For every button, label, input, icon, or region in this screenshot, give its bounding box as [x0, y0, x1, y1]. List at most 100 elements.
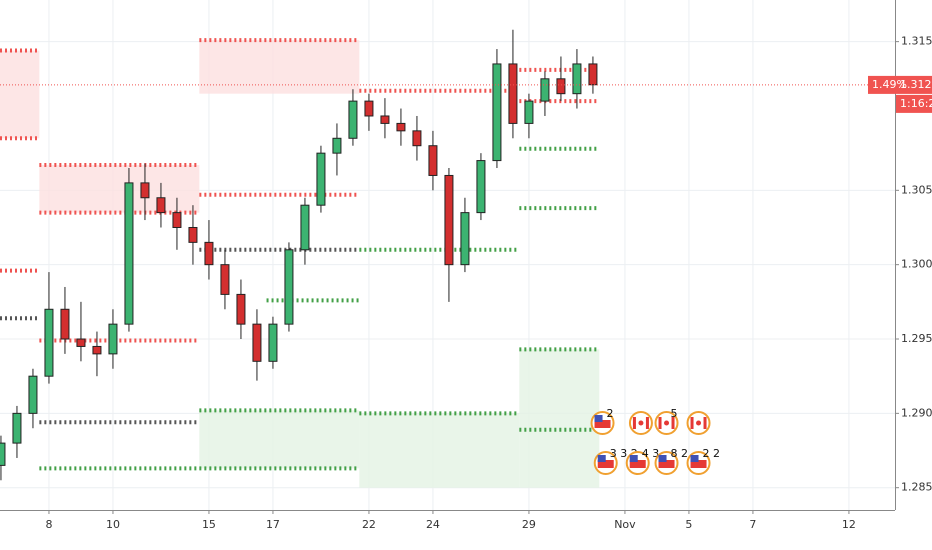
- price-change: 1.49%: [872, 78, 907, 91]
- flag-left: [632, 417, 636, 429]
- event-badge: 2: [590, 407, 615, 435]
- candle-body: [92, 345, 102, 355]
- x-tick-label: 10: [106, 518, 120, 531]
- flag-canton: [658, 455, 667, 462]
- candle-body: [252, 323, 262, 362]
- candle-body: [156, 197, 166, 214]
- candle-body: [204, 241, 214, 266]
- y-tick-label: 1.30000: [901, 258, 932, 271]
- price-label: 1.31209: [900, 78, 932, 91]
- candle-body: [396, 122, 406, 132]
- flag-canton: [594, 415, 603, 422]
- event-count: 2: [607, 407, 614, 420]
- x-tick-label: 8: [45, 518, 52, 531]
- candle-body: [44, 308, 54, 377]
- x-tick-label: 22: [362, 518, 376, 531]
- candle-body: [540, 78, 550, 102]
- event-badge: 8 2: [654, 447, 689, 475]
- flag-canton: [690, 455, 699, 462]
- y-tick-label: 1.28500: [901, 481, 932, 494]
- candle-body: [76, 338, 86, 347]
- zone: [39, 165, 200, 213]
- price-label-box: [868, 75, 932, 94]
- candle-body: [12, 412, 22, 444]
- candle-body: [300, 204, 310, 251]
- flag-stripes: [658, 460, 675, 468]
- flag-leaf: [664, 420, 670, 426]
- countdown-box: [896, 94, 932, 113]
- candle-body: [348, 100, 358, 139]
- flag-stripes: [597, 460, 614, 468]
- candle-body: [364, 100, 374, 117]
- flag-canton: [629, 455, 638, 462]
- zone: [199, 40, 360, 94]
- zone: [0, 50, 40, 139]
- y-tick-label: 1.29000: [901, 406, 932, 419]
- zone: [359, 413, 520, 488]
- x-tick-label: 24: [426, 518, 440, 531]
- candle-body: [140, 182, 150, 199]
- y-tick-label: 1.31500: [901, 35, 932, 48]
- event-count: 5: [671, 407, 678, 420]
- countdown: 1:16:24: [900, 97, 932, 110]
- x-tick-label: 7: [749, 518, 756, 531]
- flag-right: [645, 417, 649, 429]
- zone: [199, 410, 360, 469]
- event-badge: [628, 411, 653, 435]
- candle-body: [460, 212, 470, 266]
- x-tick-label: 5: [685, 518, 692, 531]
- flag-leaf: [696, 420, 702, 426]
- candle-body: [508, 63, 518, 124]
- zone: [519, 349, 600, 488]
- flag-right: [703, 417, 707, 429]
- flag-stripes: [629, 460, 646, 468]
- event-count: 4 3: [642, 447, 660, 460]
- candle-body: [316, 152, 326, 206]
- candle-body: [220, 264, 230, 295]
- candle-body: [572, 63, 582, 95]
- event-count: 2 2: [703, 447, 721, 460]
- event-badge: 3 3 2: [593, 447, 638, 475]
- candle-body: [412, 130, 422, 147]
- event-badge: 5: [654, 407, 679, 435]
- candle-body: [28, 375, 38, 414]
- x-tick-label: 17: [266, 518, 280, 531]
- candle-body: [476, 160, 486, 214]
- x-tick-label: 15: [202, 518, 216, 531]
- x-tick-label: 29: [522, 518, 536, 531]
- candle-body: [556, 78, 566, 95]
- candle-body: [524, 100, 534, 124]
- x-tick-label: 12: [842, 518, 856, 531]
- candle-body: [0, 442, 6, 466]
- flag-stripes: [594, 420, 611, 428]
- flag-left: [690, 417, 694, 429]
- candle-body: [236, 293, 246, 325]
- candle-body: [588, 63, 598, 86]
- candle-body: [188, 226, 198, 243]
- event-badge: 2 2: [686, 447, 721, 475]
- flag-leaf: [638, 420, 644, 426]
- event-badge: [686, 411, 711, 435]
- candle-body: [380, 115, 390, 124]
- event-count: 8 2: [671, 447, 689, 460]
- flag-canton: [597, 455, 606, 462]
- candle-body: [60, 308, 70, 340]
- candle-body: [284, 249, 294, 325]
- flag-right: [671, 417, 675, 429]
- flag-stripes: [690, 460, 707, 468]
- candle-body: [492, 63, 502, 162]
- x-tick-label: Nov: [614, 518, 636, 531]
- candle-body: [428, 145, 438, 176]
- flag-left: [658, 417, 662, 429]
- y-tick-label: 1.29500: [901, 332, 932, 345]
- candle-body: [268, 323, 278, 362]
- candle-body: [172, 212, 182, 228]
- candle-body: [108, 323, 118, 355]
- y-tick-label: 1.30500: [901, 183, 932, 196]
- event-badge: 4 3: [625, 447, 660, 475]
- candle-body: [444, 174, 454, 266]
- candle-body: [124, 182, 134, 325]
- candle-body: [332, 137, 342, 154]
